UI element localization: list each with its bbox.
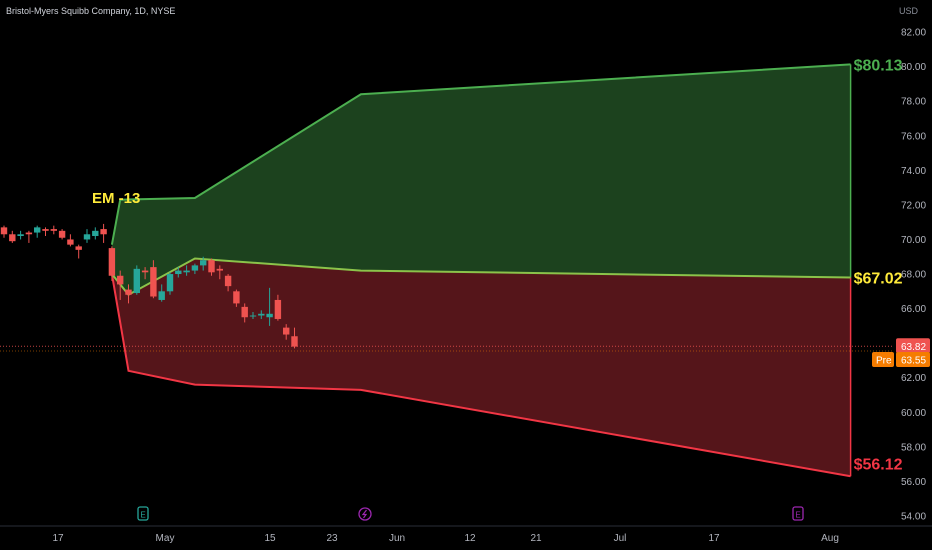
- candle-body: [25, 232, 33, 235]
- candle-body: [233, 291, 240, 304]
- candle-body: [34, 227, 41, 233]
- band-labels: $80.13 $67.02 $56.12 EM -13: [92, 58, 903, 474]
- currency-label: USD: [898, 6, 918, 16]
- upper-band-label: $80.13: [854, 58, 903, 75]
- candle-body: [224, 275, 232, 287]
- upper-band-fill: [111, 64, 851, 295]
- x-tick-label: 12: [464, 533, 476, 544]
- candle-body: [216, 268, 223, 271]
- candle-body: [0, 227, 8, 235]
- y-tick-label: 74.00: [901, 166, 926, 177]
- y-tick-label: 54.00: [901, 512, 926, 523]
- pre-market-value: 63.55: [901, 355, 926, 366]
- candle-body: [50, 229, 57, 231]
- y-tick-label: 66.00: [901, 304, 926, 315]
- candle-body: [75, 246, 82, 250]
- x-tick-label: Jul: [614, 533, 627, 544]
- dividend-icon: [358, 507, 372, 521]
- y-tick-label: 76.00: [901, 131, 926, 142]
- candle-body: [274, 299, 282, 319]
- expected-move-label: EM -13: [92, 190, 140, 207]
- y-tick-label: 78.00: [901, 97, 926, 108]
- y-tick-label: 56.00: [901, 477, 926, 488]
- y-tick-label: 82.00: [901, 28, 926, 39]
- mid-band-line: [111, 257, 851, 297]
- price-lines: [0, 345, 893, 352]
- lower-band-label: $56.12: [854, 456, 903, 473]
- candle-body: [183, 270, 190, 273]
- candle-body: [200, 260, 207, 266]
- candlesticks: [0, 223, 298, 349]
- x-tick-label: 17: [52, 533, 64, 544]
- pre-market-tag: Pre: [876, 355, 892, 366]
- candle-body: [125, 289, 132, 295]
- candle-body: [17, 234, 24, 237]
- candle-body: [9, 234, 16, 242]
- price-axis[interactable]: 82.00 80.00 78.00 76.00 74.00 72.00 70.00 68.00…: [872, 28, 930, 523]
- candle-body: [191, 265, 199, 271]
- candle-body: [208, 260, 215, 273]
- y-tick-label: 60.00: [901, 408, 926, 419]
- x-tick-label: Jun: [389, 533, 405, 544]
- x-tick-label: 21: [530, 533, 542, 544]
- candle-body: [141, 270, 149, 273]
- x-tick-label: 17: [708, 533, 720, 544]
- earnings-letter: E: [140, 511, 145, 520]
- earnings-letter: E: [795, 511, 800, 520]
- mid-band-label: $67.02: [854, 271, 903, 288]
- pre-market-badge: [896, 351, 930, 367]
- candle-body: [117, 275, 124, 285]
- candle-body: [108, 248, 116, 276]
- candle-body: [266, 313, 273, 318]
- candle-body: [249, 315, 257, 317]
- candle-body: [83, 234, 91, 240]
- chart-title: Bristol-Myers Squibb Company, 1D, NYSE: [6, 6, 176, 16]
- candle-body: [258, 313, 265, 316]
- x-tick-label: 23: [326, 533, 338, 544]
- last-price-badge: [896, 338, 930, 354]
- x-tick-label: Aug: [821, 533, 839, 544]
- lower-band-fill: [111, 258, 851, 477]
- y-tick-label: 58.00: [901, 442, 926, 453]
- y-tick-label: 62.00: [901, 373, 926, 384]
- upper-band-line: [110, 63, 851, 245]
- candle-body: [100, 229, 107, 235]
- time-axis[interactable]: 17 May 15 23 Jun 12 21 Jul 17 Aug: [52, 533, 838, 544]
- lower-band-line: [110, 273, 851, 478]
- candle-body: [241, 306, 248, 318]
- x-tick-label: May: [156, 533, 175, 544]
- candle-body: [42, 229, 49, 231]
- candle-body: [150, 267, 157, 297]
- dividend-bolt: [361, 509, 368, 519]
- candle-body: [92, 230, 99, 237]
- y-tick-label: 68.00: [901, 270, 926, 281]
- candle-body: [133, 268, 140, 294]
- last-price-value: 63.82: [901, 342, 926, 353]
- expected-move-bands: [110, 63, 852, 478]
- candle-body: [58, 230, 66, 238]
- y-tick-label: 70.00: [901, 235, 926, 246]
- candle-body: [175, 270, 182, 275]
- candle-body: [283, 327, 290, 335]
- candle-body: [291, 336, 298, 347]
- candle-body: [67, 239, 74, 245]
- earnings-icon: [792, 506, 804, 521]
- y-tick-label: 80.00: [901, 62, 926, 73]
- candle-body: [158, 291, 165, 300]
- earnings-icon: [137, 506, 149, 521]
- candle-body: [166, 274, 174, 292]
- pre-market-tag-badge: [872, 351, 894, 367]
- x-tick-label: 15: [264, 533, 276, 544]
- y-tick-label: 72.00: [901, 200, 926, 211]
